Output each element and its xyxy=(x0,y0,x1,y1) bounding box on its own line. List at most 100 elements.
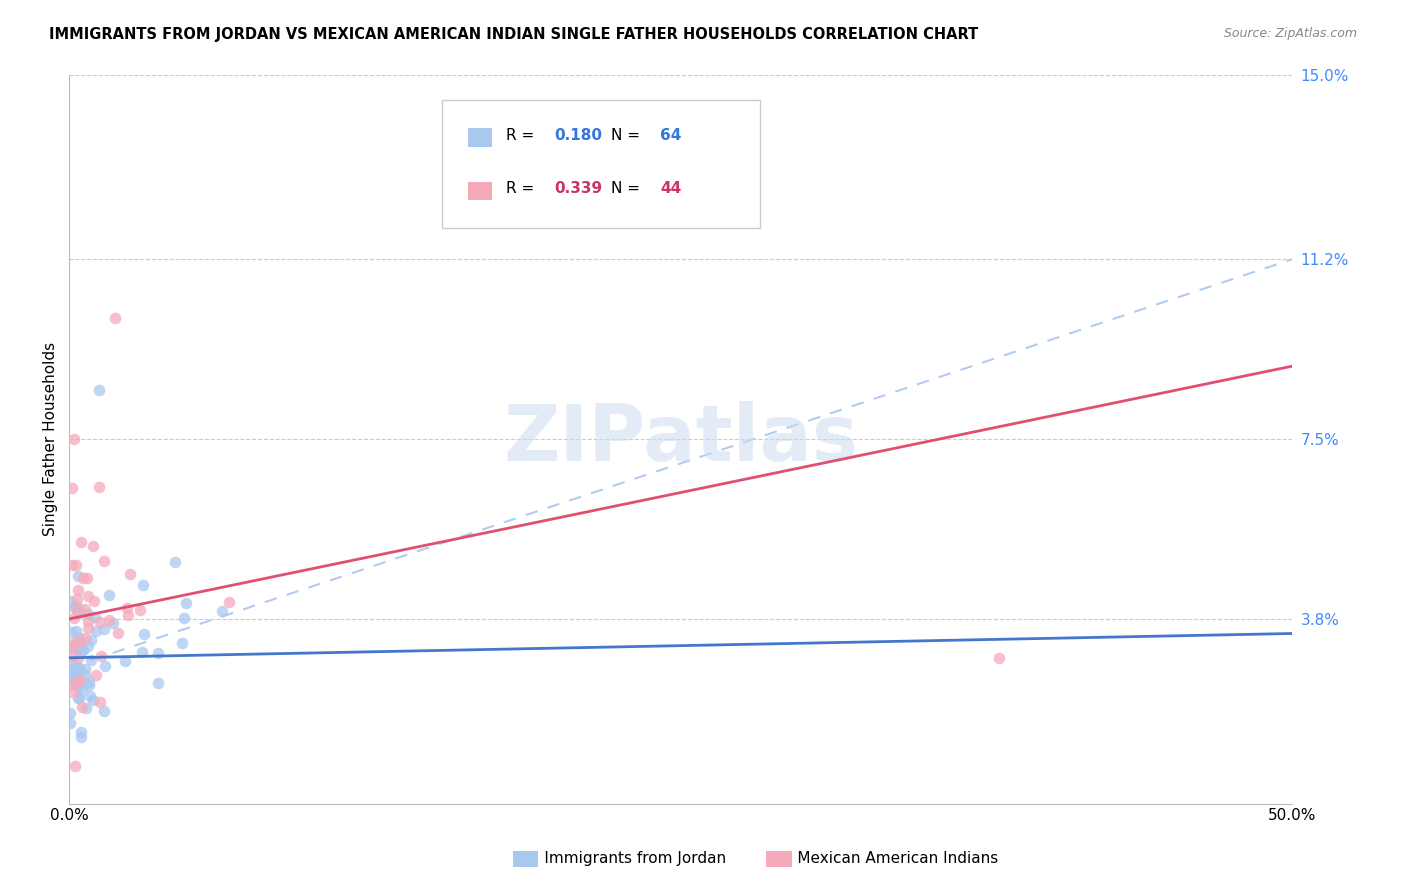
Point xyxy=(63,600,86,615)
Text: IMMIGRANTS FROM JORDAN VS MEXICAN AMERICAN INDIAN SINGLE FATHER HOUSEHOLDS CORRE: IMMIGRANTS FROM JORDAN VS MEXICAN AMERIC… xyxy=(49,27,979,42)
Point xyxy=(170,636,193,650)
Y-axis label: Single Father Households: Single Father Households xyxy=(44,342,58,536)
Point xyxy=(103,615,125,630)
Point xyxy=(69,535,91,549)
Point xyxy=(211,604,233,618)
Text: N =: N = xyxy=(612,181,645,196)
Point xyxy=(62,655,84,669)
Text: R =: R = xyxy=(506,128,538,143)
Point xyxy=(63,758,86,772)
Point xyxy=(76,621,98,635)
Point xyxy=(69,731,91,745)
Point xyxy=(93,554,115,568)
Point xyxy=(72,571,94,585)
Text: 64: 64 xyxy=(659,128,682,143)
Point xyxy=(77,614,100,628)
Point xyxy=(63,635,86,649)
Point xyxy=(129,603,152,617)
Text: 0.339: 0.339 xyxy=(555,181,603,196)
Point xyxy=(132,578,155,592)
Text: N =: N = xyxy=(612,128,645,143)
Point xyxy=(69,635,91,649)
Point xyxy=(218,595,240,609)
Point xyxy=(63,432,86,446)
Point xyxy=(77,675,100,690)
Point xyxy=(82,692,104,706)
Point xyxy=(67,631,90,645)
Point xyxy=(148,675,170,690)
Point xyxy=(93,622,115,636)
Text: 0.180: 0.180 xyxy=(555,128,603,143)
Point xyxy=(84,668,107,682)
Point xyxy=(67,691,90,706)
Point xyxy=(63,661,86,675)
Point xyxy=(69,673,91,687)
Point xyxy=(65,676,87,690)
Point xyxy=(62,685,84,699)
Point xyxy=(89,695,111,709)
Point xyxy=(80,653,103,667)
Point xyxy=(104,310,127,325)
Point xyxy=(69,640,91,655)
Point xyxy=(60,649,83,664)
Point xyxy=(79,689,101,703)
Point xyxy=(62,666,84,681)
Point xyxy=(77,607,100,622)
Point xyxy=(76,571,98,585)
Point xyxy=(70,725,93,739)
Point xyxy=(75,701,97,715)
Point xyxy=(66,591,89,606)
Point xyxy=(60,678,83,692)
Point xyxy=(83,594,105,608)
Point xyxy=(67,673,90,688)
Point xyxy=(65,624,87,639)
Text: 44: 44 xyxy=(659,181,681,196)
Point xyxy=(60,640,83,655)
Point xyxy=(67,690,90,705)
Point xyxy=(65,637,87,651)
Point xyxy=(84,624,107,639)
Point xyxy=(60,640,83,655)
Point xyxy=(174,596,197,610)
Point xyxy=(60,481,83,495)
Point xyxy=(66,642,89,657)
Point xyxy=(67,680,90,694)
Point xyxy=(117,608,139,623)
Point xyxy=(65,599,87,613)
Point xyxy=(115,600,138,615)
Point xyxy=(73,668,96,682)
Point xyxy=(66,583,89,598)
Text: R =: R = xyxy=(506,181,538,196)
Point xyxy=(59,668,82,682)
Point xyxy=(97,588,120,602)
Point xyxy=(67,660,90,674)
Point xyxy=(77,590,100,604)
Point xyxy=(987,650,1010,665)
Point xyxy=(163,555,186,569)
Point xyxy=(67,607,90,621)
Point xyxy=(87,480,110,494)
Point xyxy=(66,602,89,616)
FancyBboxPatch shape xyxy=(468,128,492,147)
Point xyxy=(65,558,87,573)
Point xyxy=(72,642,94,657)
Point xyxy=(93,658,115,673)
Point xyxy=(60,558,83,572)
Point xyxy=(70,682,93,697)
Point xyxy=(80,632,103,647)
Point xyxy=(93,704,115,718)
Point xyxy=(63,673,86,688)
Point xyxy=(98,613,121,627)
Text: ZIPatlas: ZIPatlas xyxy=(503,401,858,477)
Point xyxy=(77,639,100,653)
Point xyxy=(63,661,86,675)
Point xyxy=(82,539,104,553)
Point xyxy=(114,654,136,668)
Point xyxy=(148,646,170,660)
Point xyxy=(77,678,100,692)
Point xyxy=(62,671,84,685)
Text: Mexican American Indians: Mexican American Indians xyxy=(773,851,998,865)
Point xyxy=(107,625,129,640)
Point xyxy=(132,627,155,641)
Point xyxy=(89,615,111,630)
